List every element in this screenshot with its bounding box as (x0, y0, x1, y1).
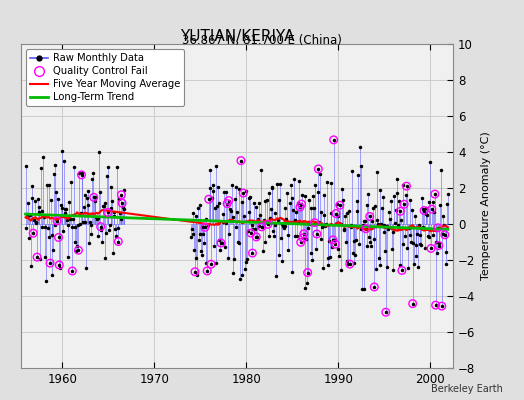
Point (366, 213, 374, 220)
Title: YUTIAN/KERIYA: YUTIAN/KERIYA (180, 29, 294, 44)
Point (54, 234, 63, 241)
Point (257, 224, 266, 230)
Point (223, 200, 231, 207)
Point (68, 268, 77, 274)
Point (201, 224, 209, 230)
Point (420, 207, 428, 214)
Point (296, 204, 304, 210)
Point (431, 302, 440, 308)
Point (203, 268, 211, 274)
Point (297, 239, 305, 246)
Point (29, 230, 37, 236)
Point (114, 238, 123, 245)
Point (381, 309, 390, 316)
Point (224, 198, 233, 204)
Point (299, 235, 307, 241)
Point (303, 269, 312, 276)
Point (329, 237, 337, 243)
Point (332, 210, 340, 217)
Point (346, 261, 354, 267)
Point (434, 242, 443, 249)
Point (431, 191, 439, 197)
Point (204, 196, 213, 202)
Point (427, 245, 435, 252)
Point (310, 220, 319, 226)
Point (55, 262, 63, 268)
Point (438, 303, 446, 309)
Point (78, 172, 86, 178)
Point (398, 267, 406, 274)
Point (239, 190, 247, 196)
Point (396, 208, 405, 214)
Point (331, 241, 340, 248)
Point (314, 166, 323, 172)
Point (402, 183, 411, 189)
Y-axis label: Temperature Anomaly (°C): Temperature Anomaly (°C) (481, 132, 491, 280)
Point (90, 194, 98, 200)
Point (313, 231, 321, 237)
Point (191, 268, 199, 275)
Point (117, 192, 126, 198)
Point (428, 206, 436, 212)
Point (46, 260, 54, 266)
Point (74, 247, 83, 254)
Point (300, 230, 308, 237)
Text: Berkeley Earth: Berkeley Earth (431, 384, 503, 394)
Legend: Raw Monthly Data, Quality Control Fail, Five Year Moving Average, Long-Term Tren: Raw Monthly Data, Quality Control Fail, … (26, 49, 184, 106)
Point (247, 230, 255, 236)
Point (53, 218, 61, 224)
Point (217, 240, 225, 246)
Point (237, 158, 245, 164)
Point (248, 250, 257, 256)
Point (370, 284, 378, 290)
Point (400, 201, 408, 208)
Point (103, 209, 112, 216)
Point (408, 300, 417, 307)
Point (207, 261, 215, 267)
Point (362, 226, 370, 232)
Point (264, 221, 272, 228)
Point (33, 254, 41, 260)
Point (434, 224, 442, 231)
Point (118, 200, 126, 206)
Point (330, 137, 338, 143)
Point (297, 201, 305, 207)
Text: 36.867 N, 81.700 E (China): 36.867 N, 81.700 E (China) (182, 34, 342, 47)
Point (336, 202, 344, 208)
Point (252, 234, 260, 240)
Point (441, 232, 449, 238)
Point (96, 224, 105, 230)
